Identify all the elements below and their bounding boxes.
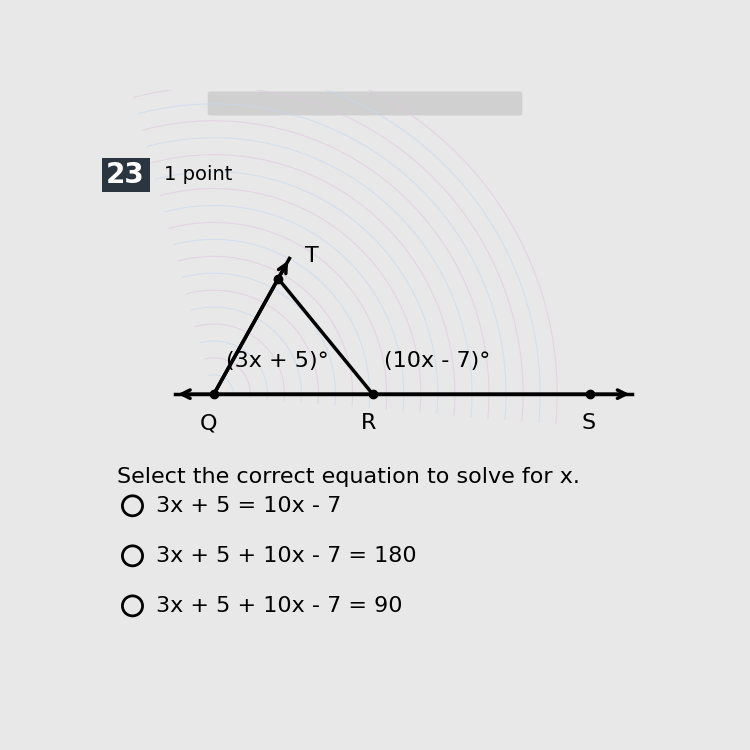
Text: 3x + 5 + 10x - 7 = 180: 3x + 5 + 10x - 7 = 180 xyxy=(156,546,416,566)
Text: S: S xyxy=(581,413,596,434)
Text: 3x + 5 + 10x - 7 = 90: 3x + 5 + 10x - 7 = 90 xyxy=(156,596,402,616)
Text: 23: 23 xyxy=(106,160,145,189)
Text: 3x + 5 = 10x - 7: 3x + 5 = 10x - 7 xyxy=(156,496,341,516)
FancyBboxPatch shape xyxy=(101,158,149,192)
Text: (3x + 5)°: (3x + 5)° xyxy=(226,351,328,371)
FancyBboxPatch shape xyxy=(208,92,522,116)
Text: Q: Q xyxy=(200,413,217,434)
Text: (10x - 7)°: (10x - 7)° xyxy=(384,351,490,371)
Text: T: T xyxy=(304,245,318,266)
Text: R: R xyxy=(362,413,376,434)
Text: Select the correct equation to solve for x.: Select the correct equation to solve for… xyxy=(117,467,580,488)
Text: 1 point: 1 point xyxy=(164,165,232,184)
